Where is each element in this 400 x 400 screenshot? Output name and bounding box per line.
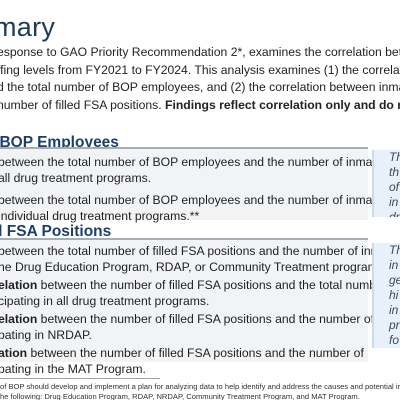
callout-box: Th th of in dr xyxy=(372,150,400,217)
finding-item: between the total number of BOP employee… xyxy=(0,192,389,224)
callout-line: in xyxy=(389,303,399,317)
finding-item: ation between the number of filled FSA p… xyxy=(0,345,368,377)
page-title: mary xyxy=(0,12,56,42)
finding-line: all drug treatment programs. xyxy=(0,171,152,185)
finding-line: ation between the number of filled FSA p… xyxy=(0,345,368,361)
callout-line: Th xyxy=(389,243,400,257)
finding-emphasis: elation xyxy=(0,278,38,292)
finding-item: between the total number of filled FSA p… xyxy=(0,243,400,275)
finding-item: elation between the number of filled FSA… xyxy=(0,311,400,343)
finding-text: between the number of filled FSA positio… xyxy=(37,278,387,292)
section-title-bop-employees: f BOP Employees xyxy=(0,134,119,151)
section-title-fsa-positions: d FSA Positions xyxy=(0,223,112,240)
finding-line: individual drug treatment programs.** xyxy=(0,209,200,223)
callout-line: of xyxy=(389,180,400,194)
footnote-line: of BOP should develop and implement a pl… xyxy=(0,382,400,391)
finding-line: elation between the number of filled FSA… xyxy=(0,277,387,293)
intro-emphasis: Findings reflect correlation only and do… xyxy=(165,97,400,112)
intro-line: d the total number of BOP employees, and… xyxy=(0,80,400,94)
footnote-divider xyxy=(0,378,160,379)
footnote: of BOP should develop and implement a pl… xyxy=(0,382,400,400)
intro-line: esponse to GAO Priority Recommendation 2… xyxy=(0,45,400,59)
finding-text: between the number of filled FSA positio… xyxy=(27,346,364,360)
finding-emphasis: elation xyxy=(0,312,38,326)
section-body-bop-employees: between the total number of BOP employee… xyxy=(0,147,389,223)
callout-line: Th xyxy=(389,150,400,164)
callout-box: Th in ge hi in pr fo xyxy=(372,243,400,348)
finding-item: elation between the number of filled FSA… xyxy=(0,277,387,309)
finding-item: between the total number of BOP employee… xyxy=(0,154,389,186)
callout-line: in xyxy=(389,195,399,209)
finding-line: he Drug Education Program, RDAP, or Comm… xyxy=(0,260,388,274)
finding-text: between the total number of filled FSA p… xyxy=(0,244,400,258)
intro-line-text: number of filled FSA positions. xyxy=(0,97,165,112)
finding-line: pating in the MAT Program. xyxy=(0,362,146,376)
finding-line: between the total number of BOP employee… xyxy=(0,154,389,170)
callout-line: ge xyxy=(389,273,400,287)
finding-line: elation between the number of filled FSA… xyxy=(0,311,400,327)
finding-line: between the total number of filled FSA p… xyxy=(0,243,400,259)
callout-line: fo xyxy=(389,333,400,347)
callout-line: in xyxy=(389,258,399,272)
callout-line: th xyxy=(389,165,400,179)
footnote-line: he following: Drug Education Program, RD… xyxy=(0,391,360,400)
finding-emphasis: ation xyxy=(0,346,28,360)
finding-text: between the total number of BOP employee… xyxy=(0,155,389,169)
finding-text: between the total number of BOP employee… xyxy=(0,193,389,207)
intro-paragraph: esponse to GAO Priority Recommendation 2… xyxy=(0,44,400,114)
callout-line: dr xyxy=(389,210,400,217)
finding-line: between the total number of BOP employee… xyxy=(0,192,389,208)
finding-line: cipating in all drug treatment programs. xyxy=(0,294,210,308)
intro-line: ffing levels from FY2021 to FY2024. This… xyxy=(0,62,400,77)
section-body-fsa-positions: between the total number of filled FSA p… xyxy=(0,238,400,376)
finding-text: between the number of filled FSA positio… xyxy=(37,312,400,326)
finding-line: pating in NRDAP. xyxy=(0,328,92,342)
callout-line: hi xyxy=(389,288,399,302)
intro-line: number of filled FSA positions. Findings… xyxy=(0,97,400,115)
callout-line: pr xyxy=(389,318,400,332)
